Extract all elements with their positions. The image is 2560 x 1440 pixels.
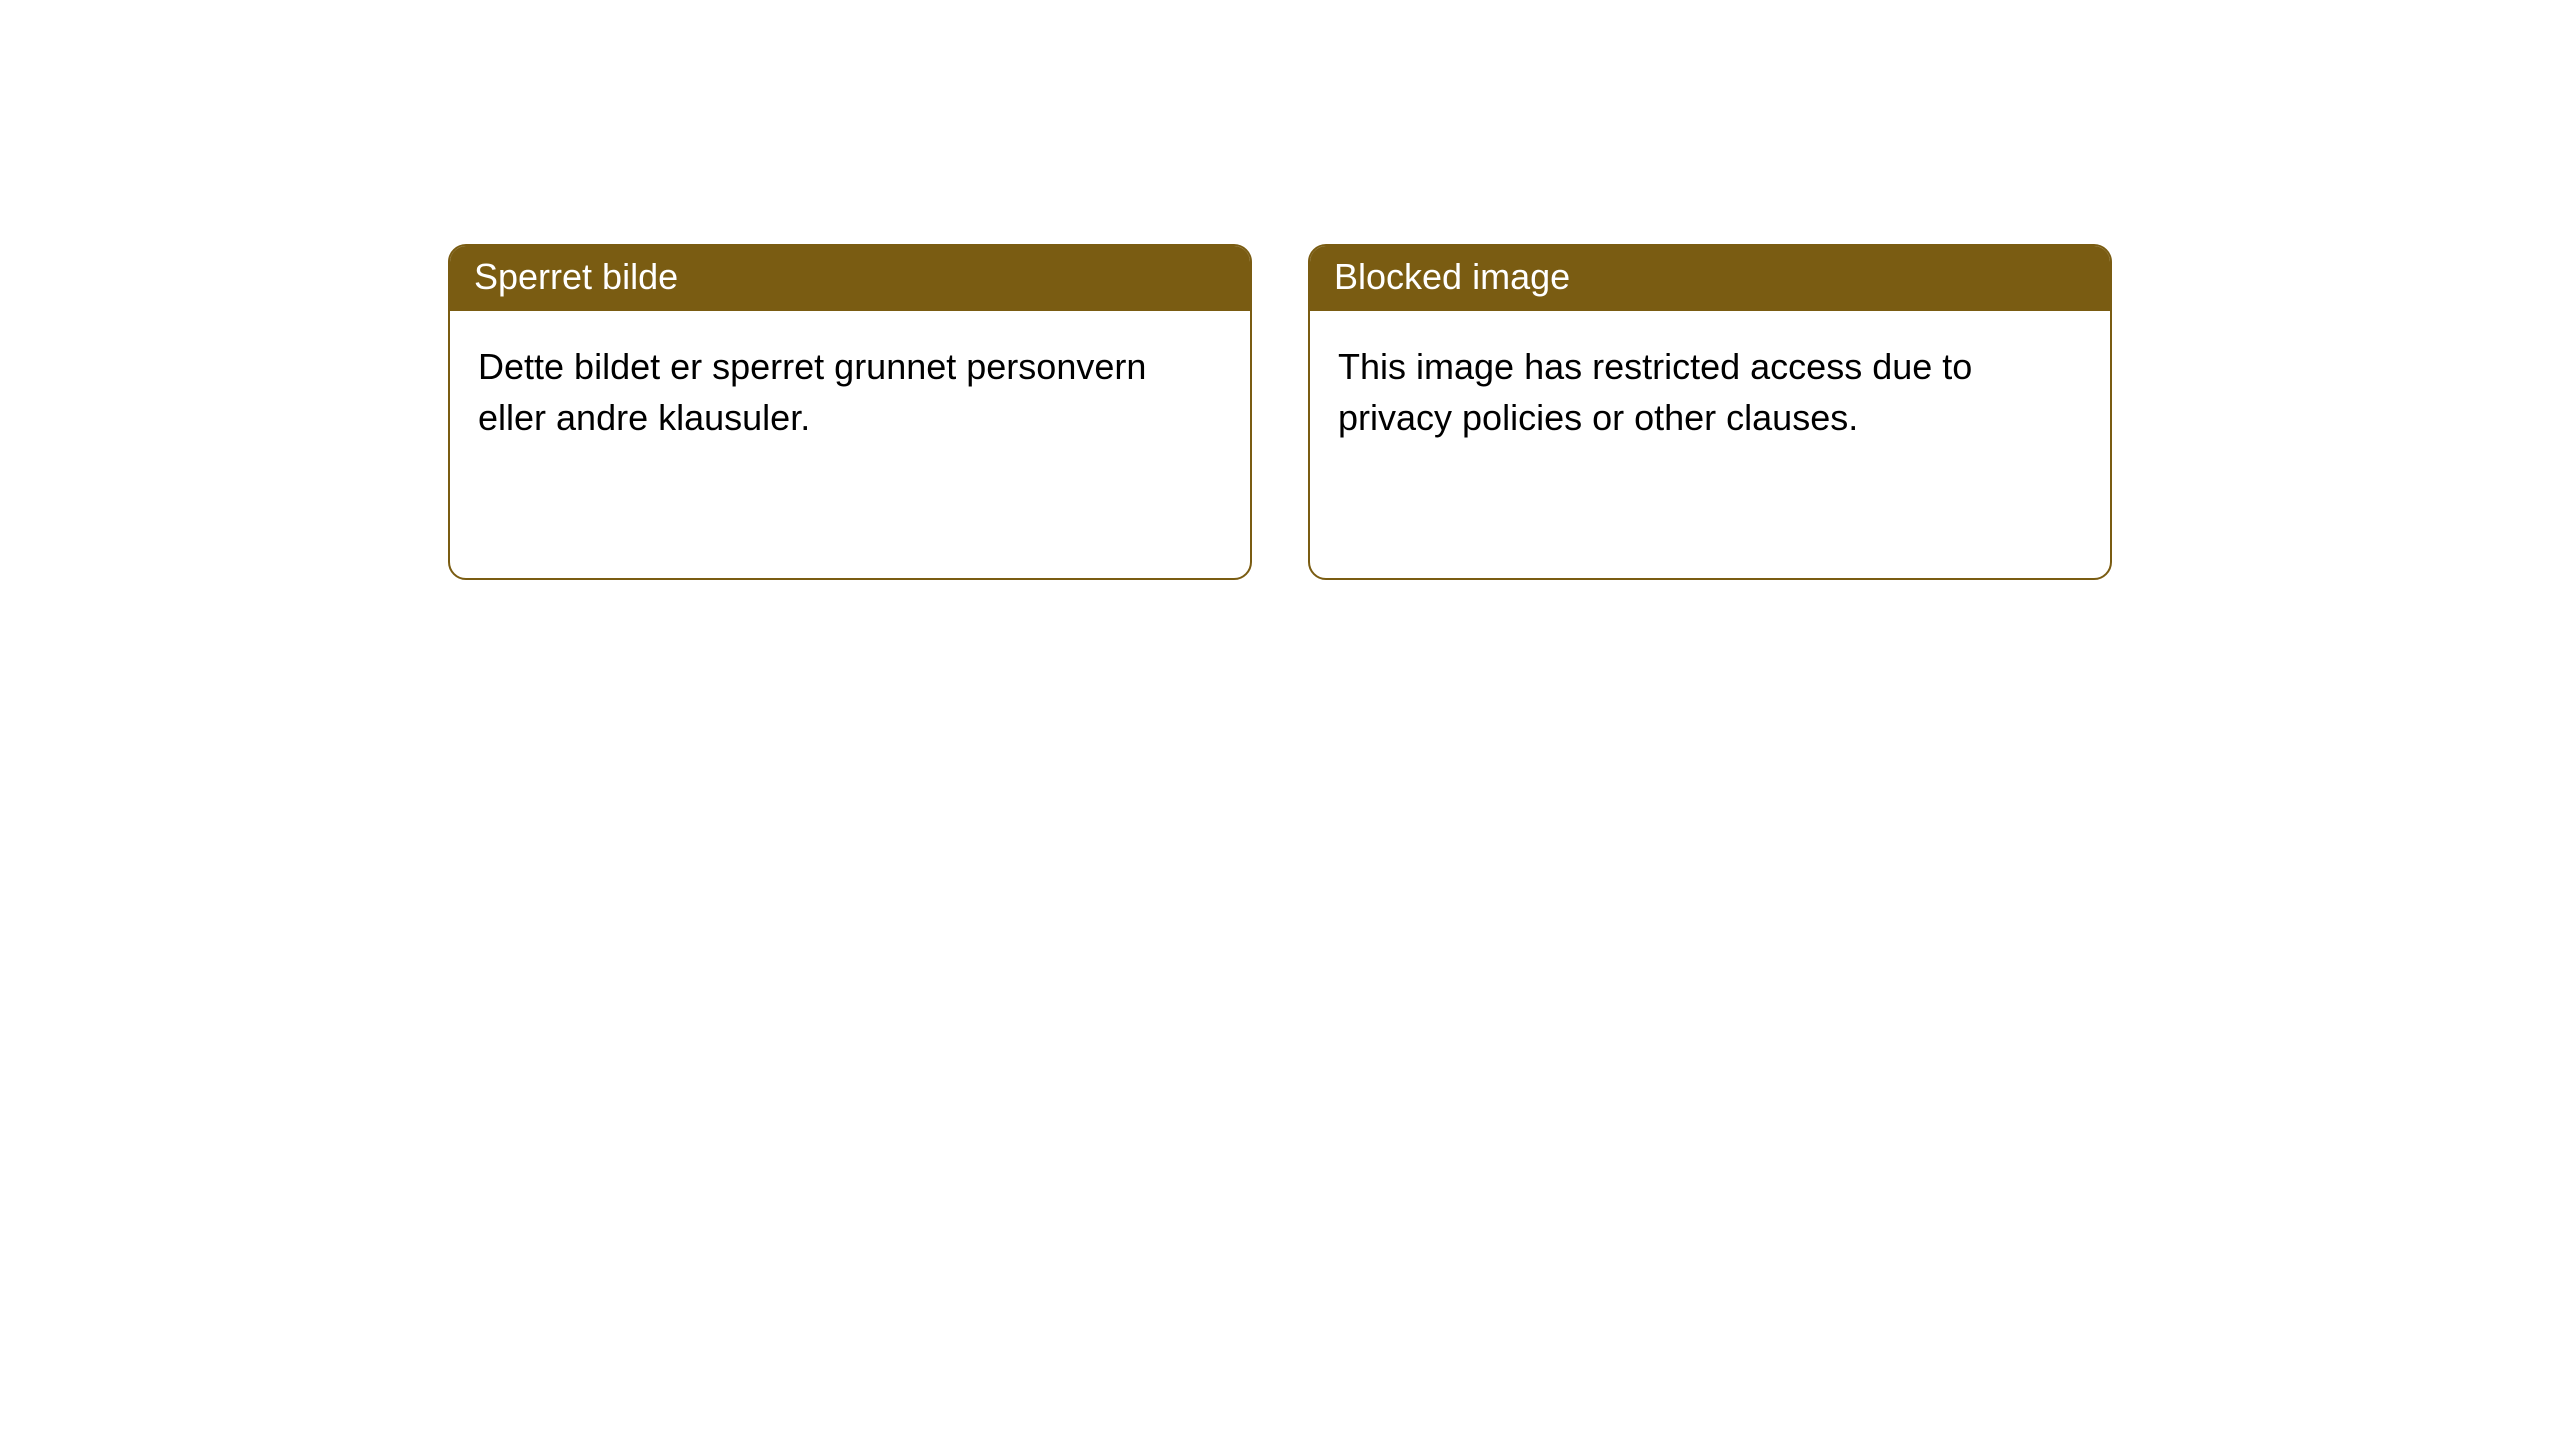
notice-box-no: Sperret bilde Dette bildet er sperret gr… xyxy=(448,244,1252,580)
notice-body-no: Dette bildet er sperret grunnet personve… xyxy=(450,311,1250,473)
notice-box-en: Blocked image This image has restricted … xyxy=(1308,244,2112,580)
notice-body-en: This image has restricted access due to … xyxy=(1310,311,2110,473)
notice-title-no: Sperret bilde xyxy=(450,246,1250,311)
notice-title-en: Blocked image xyxy=(1310,246,2110,311)
notice-container: Sperret bilde Dette bildet er sperret gr… xyxy=(0,0,2560,580)
